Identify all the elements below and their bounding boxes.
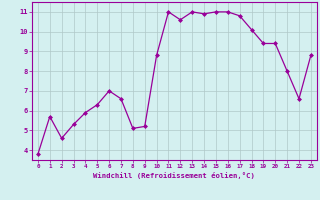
X-axis label: Windchill (Refroidissement éolien,°C): Windchill (Refroidissement éolien,°C) <box>93 172 255 179</box>
